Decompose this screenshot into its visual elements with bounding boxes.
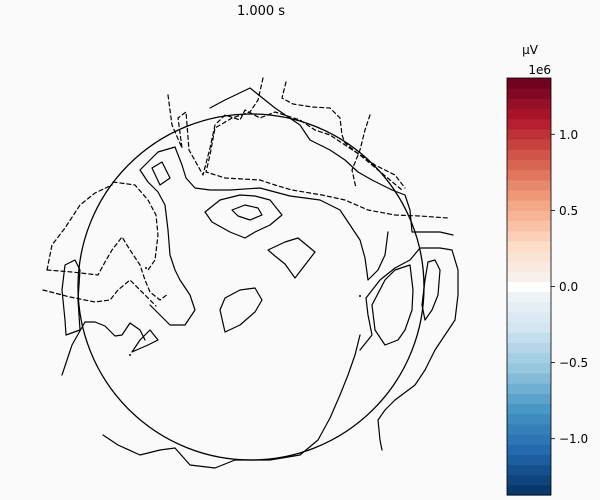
- colorbar-band: [507, 139, 551, 150]
- colorbar-band: [507, 393, 551, 405]
- contour-positive: [204, 194, 283, 239]
- contour-positive: [61, 259, 81, 336]
- contour-positive: [131, 329, 159, 353]
- colorbar-band: [507, 220, 551, 232]
- colorbar-band: [507, 484, 551, 496]
- colorbar-tick-label: 1.0: [559, 128, 578, 142]
- colorbar-band: [507, 271, 551, 283]
- colorbar-band: [507, 291, 551, 303]
- colorbar-band: [507, 301, 551, 313]
- topomap: [42, 77, 459, 469]
- colorbar-band: [507, 179, 551, 191]
- sensor-marker: [145, 267, 147, 269]
- colorbar-band: [507, 169, 551, 181]
- colorbar-band: [507, 464, 551, 476]
- colorbar-band: [507, 372, 551, 384]
- colorbar-band: [507, 108, 551, 120]
- colorbar-band: [507, 261, 551, 272]
- colorbar: µV 1e6 1.0 0.5 0.0 −0.5 −1.0: [506, 43, 588, 496]
- colorbar-band: [507, 78, 551, 89]
- colorbar-band: [507, 250, 551, 262]
- head-outline: [77, 113, 425, 461]
- colorbar-band: [507, 423, 551, 435]
- colorbar-band: [507, 189, 551, 201]
- colorbar-band: [507, 433, 551, 445]
- colorbar-bands: [507, 78, 551, 496]
- colorbar-band: [507, 454, 551, 466]
- colorbar-band: [507, 281, 551, 293]
- colorbar-tick-label: 0.5: [559, 204, 578, 218]
- contour-positive: [151, 161, 171, 186]
- contour-negative: [351, 114, 371, 189]
- colorbar-band: [507, 210, 551, 221]
- contour-negative: [281, 81, 406, 189]
- contour-negative: [46, 184, 113, 271]
- contour-positive: [219, 287, 263, 333]
- contour-positive: [139, 169, 196, 326]
- colorbar-band: [507, 474, 551, 486]
- colorbar-band: [507, 413, 551, 425]
- contour-positive: [209, 87, 454, 236]
- contour-positive: [61, 321, 146, 376]
- plot-title: 1.000 s: [237, 4, 285, 19]
- contour-negative: [112, 181, 159, 271]
- contour-positive: [231, 204, 263, 221]
- contour-positive: [421, 259, 441, 321]
- contour-negative: [167, 94, 403, 191]
- sensor-marker: [359, 295, 361, 297]
- sensor-marker: [129, 354, 131, 356]
- colorbar-band: [507, 159, 551, 171]
- colorbar-band: [507, 352, 551, 364]
- colorbar-unit-label: µV: [522, 43, 539, 57]
- colorbar-band: [507, 200, 551, 211]
- colorbar-band: [507, 342, 551, 354]
- colorbar-band: [507, 118, 551, 130]
- colorbar-band: [507, 332, 551, 344]
- colorbar-band: [507, 149, 551, 160]
- colorbar-band: [507, 98, 551, 110]
- contour-negative: [205, 77, 449, 219]
- colorbar-band: [507, 240, 551, 252]
- contour-positive: [102, 334, 361, 469]
- colorbar-band: [507, 322, 551, 333]
- colorbar-band: [507, 362, 551, 374]
- contour-negative: [46, 236, 169, 301]
- colorbar-band: [507, 383, 551, 394]
- colorbar-band: [507, 230, 551, 242]
- colorbar-band: [507, 403, 551, 415]
- colorbar-band: [507, 88, 551, 99]
- colorbar-tick-label: 0.0: [559, 280, 578, 294]
- colorbar-tick-label: −0.5: [559, 356, 588, 370]
- contour-negative: [42, 279, 157, 307]
- contour-positive: [267, 237, 316, 279]
- colorbar-band: [507, 444, 551, 455]
- colorbar-scale-label: 1e6: [528, 63, 551, 77]
- colorbar-tick-label: −1.0: [559, 432, 588, 446]
- colorbar-band: [507, 128, 551, 140]
- contour-positive: [139, 146, 389, 281]
- contour-positive: [371, 264, 414, 346]
- colorbar-ticks: 1.0 0.5 0.0 −0.5 −1.0: [551, 128, 588, 446]
- contour-positive: [359, 247, 459, 451]
- colorbar-band: [507, 311, 551, 323]
